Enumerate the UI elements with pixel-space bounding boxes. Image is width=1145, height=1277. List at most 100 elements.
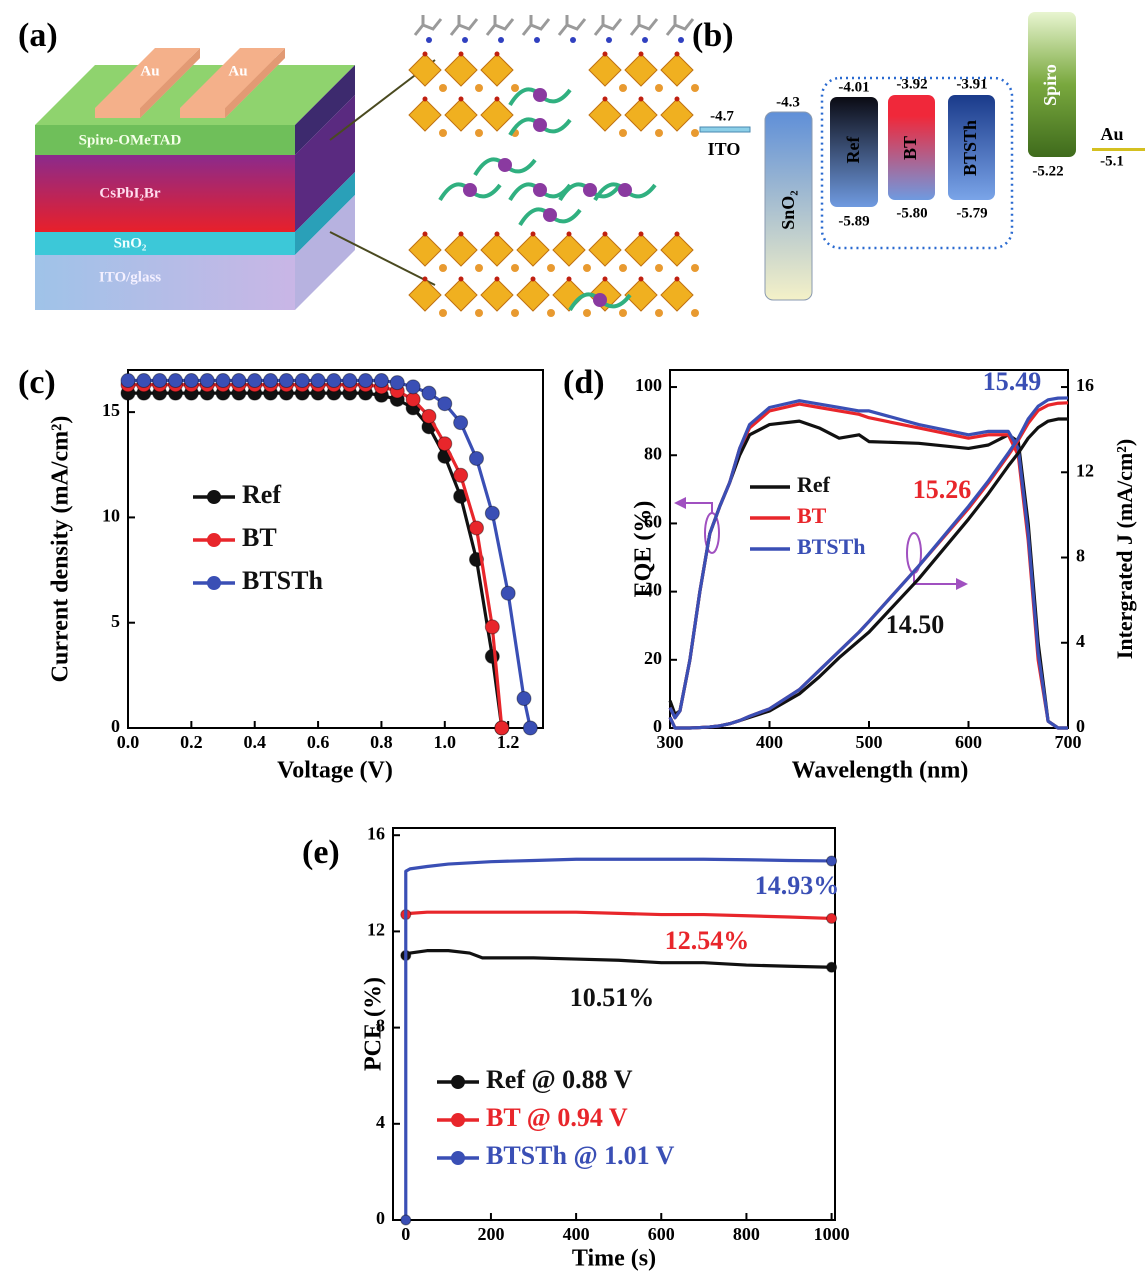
legend-marker — [451, 1113, 465, 1127]
y-tick-label: 80 — [644, 443, 662, 463]
marker — [468, 520, 484, 536]
octahedron — [408, 278, 442, 312]
marker — [484, 648, 500, 664]
ligand — [557, 15, 587, 36]
legend-label: BT @ 0.94 V — [486, 1103, 628, 1132]
polymer-node — [533, 183, 547, 197]
atom — [530, 276, 536, 282]
atom — [426, 37, 432, 43]
octahedron — [588, 233, 622, 267]
x-axis-title: Time (s) — [572, 1246, 656, 1272]
x-tick-label: 300 — [657, 732, 684, 752]
ligand — [449, 15, 479, 36]
atom — [638, 96, 644, 102]
polymer-node — [533, 88, 547, 102]
octahedron — [408, 53, 442, 87]
atom — [494, 231, 500, 237]
atom — [638, 51, 644, 57]
atom — [458, 51, 464, 57]
layer-side — [295, 95, 355, 232]
ligand — [629, 15, 659, 36]
y-tick-label: 16 — [367, 823, 385, 843]
line — [668, 396, 1069, 730]
atom — [602, 96, 608, 102]
atom — [691, 129, 699, 137]
octahedron — [552, 233, 586, 267]
layer — [35, 255, 295, 310]
x-tick-label: 700 — [1055, 732, 1082, 752]
ligand — [665, 15, 695, 36]
level-name: Ref — [843, 136, 863, 164]
atom — [674, 231, 680, 237]
marker — [405, 391, 421, 407]
layer — [35, 125, 295, 155]
y-axis-title: Current density (mA/cm²) — [48, 416, 74, 683]
marker — [263, 373, 279, 389]
octahedron — [588, 98, 622, 132]
atom — [494, 96, 500, 102]
annotation: 12.54% — [665, 926, 750, 955]
level-value: -3.91 — [956, 76, 987, 92]
legend-marker — [207, 533, 221, 547]
level-bar — [948, 95, 995, 200]
level-bar — [888, 95, 935, 200]
annotation: 15.26 — [913, 475, 972, 504]
level-value: -3.92 — [896, 76, 927, 92]
legend-marker — [207, 490, 221, 504]
polymer-node — [618, 183, 632, 197]
atom — [570, 37, 576, 43]
level-value: -5.1 — [1100, 153, 1124, 169]
atom — [530, 231, 536, 237]
level-name: Au — [1100, 124, 1123, 144]
marker — [342, 373, 358, 389]
marker — [522, 720, 538, 736]
plot-frame — [669, 369, 1069, 729]
legend-label: Ref — [242, 480, 281, 509]
y-axis-title: PCE (%) — [361, 977, 387, 1071]
structure — [408, 15, 699, 317]
atom — [566, 276, 572, 282]
marker — [826, 961, 838, 973]
y2-tick-label: 16 — [1076, 375, 1094, 395]
octahedron — [444, 233, 478, 267]
polymer-node — [593, 293, 607, 307]
atom — [494, 51, 500, 57]
level-value: -5.89 — [838, 213, 869, 229]
x-tick-label: 400 — [756, 732, 783, 752]
x-tick-label: 600 — [648, 1224, 675, 1244]
atom — [534, 37, 540, 43]
atom — [583, 309, 591, 317]
atom — [422, 96, 428, 102]
atom — [691, 84, 699, 92]
panel-label: (e) — [302, 834, 340, 871]
level-value: -4.7 — [710, 108, 734, 124]
atom — [619, 129, 627, 137]
octahedron — [624, 233, 658, 267]
octahedron — [624, 278, 658, 312]
level-value: -5.22 — [1032, 163, 1063, 179]
level-name: ITO — [708, 139, 741, 159]
annotation: 10.51% — [570, 983, 655, 1012]
marker — [826, 912, 838, 924]
indicator — [682, 502, 713, 513]
marker — [231, 373, 247, 389]
legend-label: Ref — [797, 472, 831, 497]
atom — [547, 309, 555, 317]
atom — [674, 276, 680, 282]
atom — [422, 231, 428, 237]
x-tick-label: 500 — [856, 732, 883, 752]
marker — [494, 720, 510, 736]
legend-label: BTSTh @ 1.01 V — [486, 1141, 675, 1170]
atom — [638, 276, 644, 282]
level-value: -4.3 — [776, 94, 800, 110]
panel-label: (c) — [18, 364, 56, 401]
x-tick-label: 0 — [401, 1224, 410, 1244]
octahedron — [408, 233, 442, 267]
marker — [484, 505, 500, 521]
atom — [422, 276, 428, 282]
octahedron — [516, 233, 550, 267]
legend-label: Ref @ 0.88 V — [486, 1065, 633, 1094]
x-axis-title: Wavelength (nm) — [792, 758, 969, 784]
line — [404, 949, 832, 969]
layer-side — [295, 172, 355, 255]
